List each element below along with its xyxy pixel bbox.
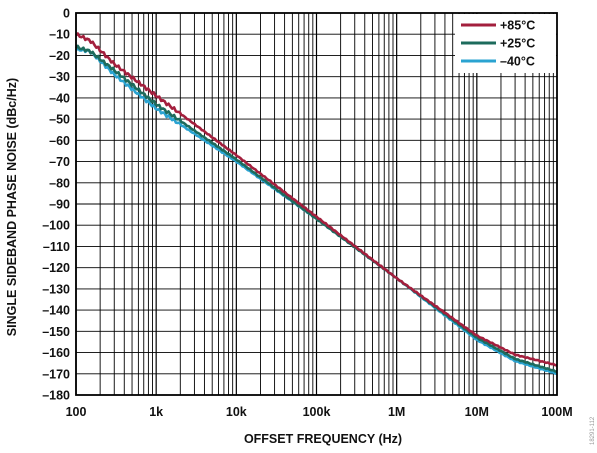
y-tick-label: –150 — [42, 325, 70, 339]
figure-id: 18291-112 — [590, 416, 596, 445]
y-axis-label: SINGLE SIDEBAND PHASE NOISE (dBc/Hz) — [5, 78, 19, 336]
x-tick-label: 1k — [149, 405, 163, 419]
y-tick-label: –80 — [49, 176, 70, 190]
legend-label: +25°C — [500, 37, 535, 51]
legend: +85°C +25°C –40°C — [455, 14, 556, 73]
y-tick-label: –180 — [42, 389, 70, 403]
x-tick-label: 100k — [303, 405, 331, 419]
x-tick-label: 10k — [226, 405, 247, 419]
y-tick-label: –160 — [42, 346, 70, 360]
x-axis-label: OFFSET FREQUENCY (Hz) — [244, 432, 402, 446]
series-line — [74, 44, 558, 373]
y-tick-label: 0 — [63, 7, 70, 21]
legend-label: –40°C — [500, 55, 535, 69]
y-tick-label: –30 — [49, 70, 70, 84]
y-tick-label: –20 — [49, 49, 70, 63]
y-tick-label: –130 — [42, 282, 70, 296]
x-tick-label: 10M — [465, 405, 489, 419]
x-tick-label: 100 — [66, 405, 87, 419]
x-tick-label: 100M — [541, 405, 572, 419]
x-axis-ticks: 100 1k 10k 100k 1M 10M 100M — [66, 405, 573, 419]
series-layer — [74, 32, 558, 375]
y-tick-label: –170 — [42, 367, 70, 381]
y-tick-label: –120 — [42, 261, 70, 275]
y-tick-label: –40 — [49, 91, 70, 105]
y-tick-label: –110 — [43, 240, 70, 254]
y-tick-label: –10 — [49, 28, 70, 42]
y-axis-ticks: 0 –10 –20 –30 –40 –50 –60 –70 –80 –90 –100 –110 –120… — [42, 7, 70, 403]
series-line — [75, 32, 557, 367]
plot-frame — [75, 12, 558, 396]
y-tick-label: –60 — [49, 134, 70, 148]
y-tick-label: –50 — [49, 113, 70, 127]
y-tick-label: –70 — [49, 155, 70, 169]
y-tick-label: –90 — [49, 198, 70, 212]
chart-grid — [75, 12, 557, 396]
y-tick-label: –140 — [42, 304, 70, 318]
legend-label: +85°C — [500, 19, 535, 33]
y-tick-label: –100 — [42, 219, 70, 233]
x-tick-label: 1M — [388, 405, 405, 419]
